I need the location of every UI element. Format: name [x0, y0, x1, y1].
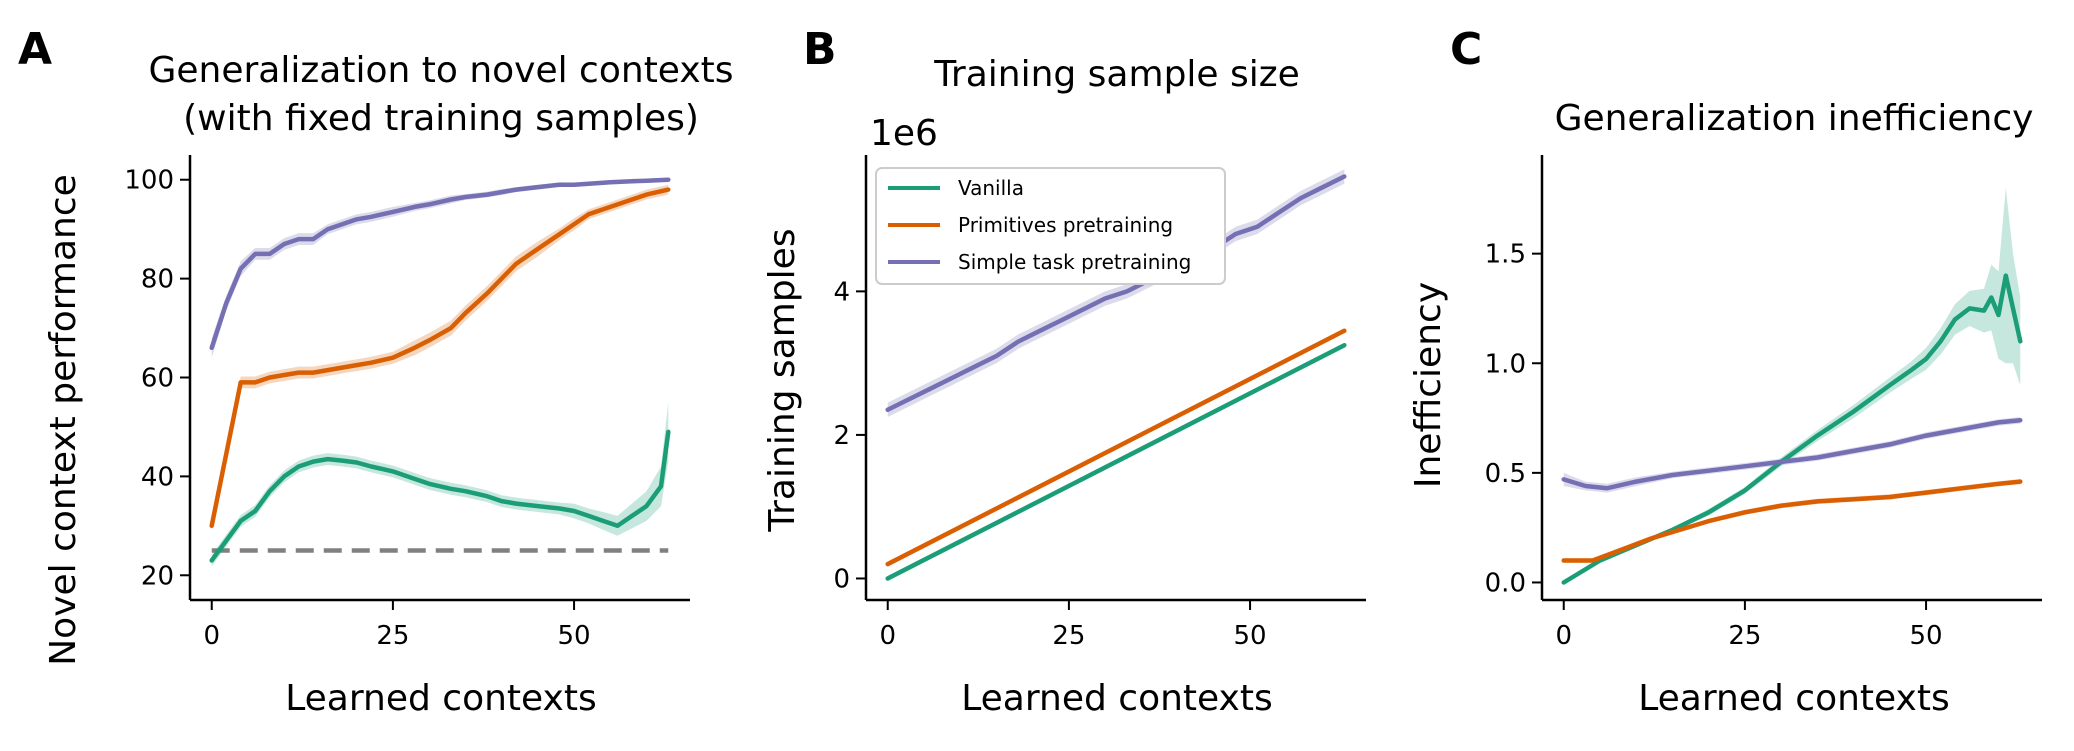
- panel-a-x-tick-label: 25: [376, 621, 409, 651]
- panel-c-x-tick-label: 50: [1910, 621, 1943, 651]
- panel-a-x-tick-label: 50: [558, 621, 591, 651]
- panel-c-line-primitives-pretraining: [1561, 479, 2023, 563]
- panel-c-y-axis-label: Inefficiency: [1408, 282, 1449, 488]
- panel-a-y-axis-label: Novel context performance: [43, 174, 84, 666]
- panel-letter-b: B: [803, 24, 837, 75]
- legend-frame: [875, 167, 1226, 285]
- panel-b-x-axis-label: Learned contexts: [961, 678, 1273, 719]
- panel-a-x-axis-label: Learned contexts: [285, 678, 597, 719]
- panel-a-y-tick-label: 100: [124, 166, 174, 196]
- panel-a-x-tick-label: 0: [203, 621, 220, 651]
- panel-c-y-tick-label: 1.0: [1485, 349, 1526, 379]
- panel-b-y-tick-label: 2: [833, 421, 850, 451]
- panel-a-y-tick-label: 40: [141, 462, 174, 492]
- panel-a-line-vanilla: [209, 429, 671, 563]
- panel-a-y-tick-label: 20: [141, 561, 174, 591]
- panel-c-band-vanilla: [1563, 187, 2021, 584]
- panel-c-y-tick-label: 0.0: [1485, 568, 1526, 598]
- panel-c-x-axis-label: Learned contexts: [1638, 678, 1950, 719]
- panel-a-plot-area: 0 25 50 20 40 60 80 100: [124, 155, 690, 651]
- panel-letter-c: C: [1450, 24, 1482, 75]
- panel-b-x-tick-label: 50: [1234, 621, 1267, 651]
- panel-b-title: Training sample size: [933, 54, 1300, 95]
- legend: Vanilla Primitives pretraining Simple ta…: [875, 167, 1226, 285]
- panel-c: C Generalization inefficiency Learned co…: [1408, 24, 2042, 719]
- panel-c-x-tick-label: 0: [1555, 621, 1572, 651]
- panel-a-line-simple-task-pretraining: [209, 177, 671, 351]
- panel-c-plot-area: 0 25 50 0.0 0.5 1.0 1.5: [1485, 155, 2042, 651]
- panel-b-plot-area: 0 25 50 0 2 4: [833, 155, 1366, 651]
- panel-c-y-tick-label: 0.5: [1485, 459, 1526, 489]
- panel-b-line-primitives-pretraining: [885, 328, 1347, 567]
- panel-c-line-vanilla: [1561, 273, 2023, 585]
- panel-c-line-simple-task-pretraining: [1561, 417, 2023, 491]
- panel-a-y-tick-label: 60: [141, 364, 174, 394]
- panel-c-title: Generalization inefficiency: [1555, 98, 2034, 139]
- panel-b-y-tick-label: 4: [833, 277, 850, 307]
- panel-a-line-primitives-pretraining: [209, 187, 671, 529]
- legend-label-primitives-pretraining: Primitives pretraining: [958, 213, 1173, 237]
- panel-b-x-tick-label: 25: [1052, 621, 1085, 651]
- panel-b: B Training sample size 1e6 Learned conte…: [762, 24, 1366, 719]
- panel-a-title-line2: (with fixed training samples): [183, 98, 699, 139]
- panel-b-line-vanilla: [885, 342, 1347, 581]
- panel-letter-a: A: [18, 24, 52, 75]
- panel-b-y-tick-label: 0: [833, 564, 850, 594]
- panel-b-y-axis-label: Training samples: [762, 228, 803, 532]
- panel-c-x-tick-label: 25: [1728, 621, 1761, 651]
- panel-a: A Generalization to novel contexts (with…: [18, 24, 734, 719]
- panel-a-title-line1: Generalization to novel contexts: [149, 50, 734, 91]
- panel-a-y-tick-label: 80: [141, 265, 174, 295]
- legend-label-vanilla: Vanilla: [958, 176, 1024, 200]
- panel-c-y-tick-label: 1.5: [1485, 240, 1526, 270]
- legend-label-simple-task-pretraining: Simple task pretraining: [958, 250, 1191, 274]
- panel-b-line-simple-task-pretraining: [885, 174, 1347, 413]
- panel-b-offset-label: 1e6: [870, 113, 938, 154]
- panel-b-x-tick-label: 0: [879, 621, 896, 651]
